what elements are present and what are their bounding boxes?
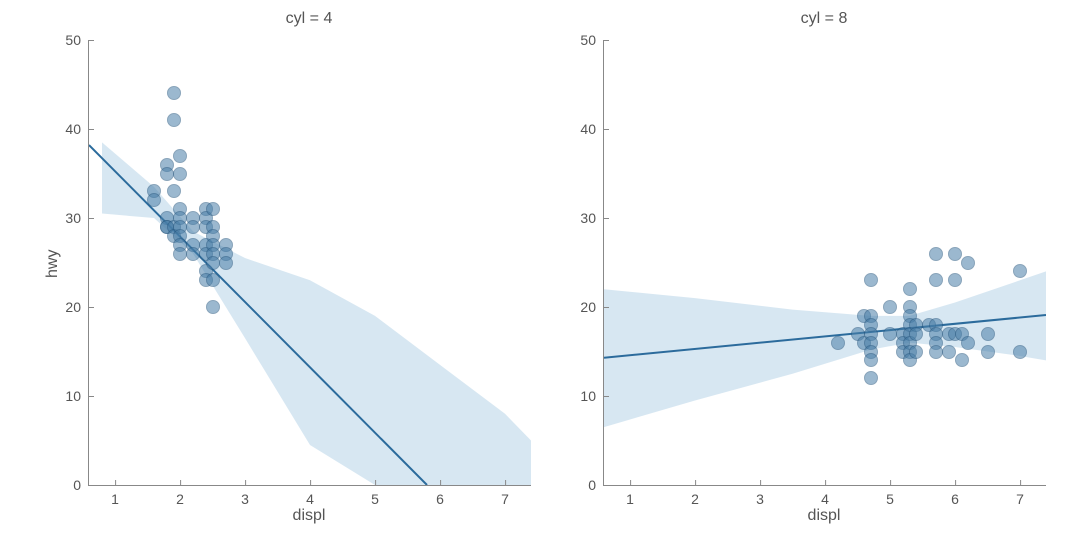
figure: cyl = 4 hwy 010203040501234567 displ cyl… (0, 0, 1080, 540)
x-tick-label: 6 (951, 485, 959, 507)
panel-cyl8: cyl = 8 010203040501234567 displ (555, 10, 1055, 530)
regression-overlay (604, 40, 1046, 485)
scatter-point (883, 300, 897, 314)
scatter-point (206, 256, 220, 270)
scatter-point (981, 327, 995, 341)
scatter-point (1013, 345, 1027, 359)
y-tick-label: 20 (580, 299, 604, 315)
y-tick-label: 20 (65, 299, 89, 315)
scatter-point (929, 273, 943, 287)
scatter-point (160, 167, 174, 181)
scatter-point (186, 220, 200, 234)
x-tick-label: 1 (626, 485, 634, 507)
scatter-point (167, 86, 181, 100)
scatter-point (955, 353, 969, 367)
scatter-point (1013, 264, 1027, 278)
scatter-point (981, 345, 995, 359)
x-tick-label: 5 (371, 485, 379, 507)
scatter-point (948, 273, 962, 287)
scatter-point (173, 167, 187, 181)
scatter-point (961, 256, 975, 270)
scatter-point (929, 247, 943, 261)
scatter-point (186, 247, 200, 261)
scatter-point (864, 353, 878, 367)
y-tick-label: 40 (65, 121, 89, 137)
x-tick-label: 5 (886, 485, 894, 507)
scatter-point (864, 371, 878, 385)
y-tick-label: 50 (65, 32, 89, 48)
scatter-point (147, 193, 161, 207)
panel-title: cyl = 8 (603, 10, 1045, 28)
y-tick-label: 40 (580, 121, 604, 137)
x-tick-label: 6 (436, 485, 444, 507)
x-tick-label: 2 (176, 485, 184, 507)
x-tick-label: 4 (821, 485, 829, 507)
scatter-point (173, 149, 187, 163)
plot-area: 010203040501234567 (88, 40, 531, 486)
x-tick-label: 1 (111, 485, 119, 507)
regression-line (89, 145, 427, 485)
panel-cyl4: cyl = 4 hwy 010203040501234567 displ (40, 10, 540, 530)
x-tick-label: 3 (241, 485, 249, 507)
x-tick-label: 4 (306, 485, 314, 507)
scatter-point (909, 327, 923, 341)
scatter-point (206, 202, 220, 216)
panel-title: cyl = 4 (88, 10, 530, 28)
scatter-point (909, 345, 923, 359)
scatter-point (219, 256, 233, 270)
x-tick-label: 3 (756, 485, 764, 507)
scatter-point (206, 273, 220, 287)
y-tick-label: 0 (588, 477, 604, 493)
scatter-point (864, 273, 878, 287)
scatter-point (883, 327, 897, 341)
x-tick-label: 2 (691, 485, 699, 507)
scatter-point (173, 247, 187, 261)
scatter-point (929, 345, 943, 359)
y-tick-label: 0 (73, 477, 89, 493)
y-tick-label: 30 (65, 210, 89, 226)
scatter-point (948, 247, 962, 261)
y-tick-label: 10 (580, 388, 604, 404)
y-axis-label: hwy (44, 249, 62, 277)
scatter-point (167, 184, 181, 198)
regression-overlay (89, 40, 531, 485)
scatter-point (942, 345, 956, 359)
x-axis-label: displ (603, 507, 1045, 525)
scatter-point (903, 282, 917, 296)
x-tick-label: 7 (1016, 485, 1024, 507)
y-tick-label: 30 (580, 210, 604, 226)
x-axis-label: displ (88, 507, 530, 525)
plot-area: 010203040501234567 (603, 40, 1046, 486)
scatter-point (961, 336, 975, 350)
y-tick-label: 10 (65, 388, 89, 404)
y-tick-label: 50 (580, 32, 604, 48)
scatter-point (206, 300, 220, 314)
x-tick-label: 7 (501, 485, 509, 507)
scatter-point (167, 113, 181, 127)
scatter-point (831, 336, 845, 350)
